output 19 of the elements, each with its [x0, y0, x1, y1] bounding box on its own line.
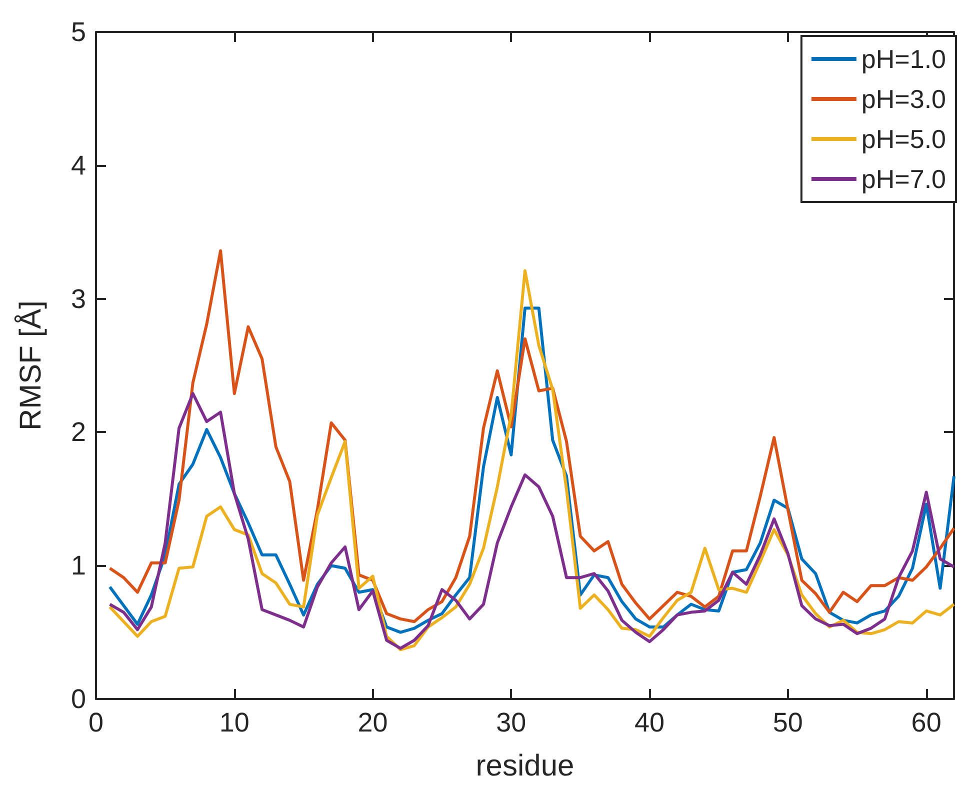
y-tick-label: 4	[70, 150, 86, 180]
x-tick-label: 60	[911, 708, 942, 738]
x-tick-label: 20	[358, 708, 388, 738]
legend-label: pH=3.0	[861, 84, 946, 114]
y-tick-label: 5	[70, 17, 86, 47]
y-tick-label: 2	[70, 417, 86, 448]
y-tick-label: 3	[70, 284, 86, 314]
x-tick-label: 50	[772, 708, 803, 738]
y-tick-label: 1	[70, 550, 86, 581]
x-tick-label: 30	[496, 708, 526, 738]
x-tick-label: 40	[634, 708, 665, 738]
legend-label: pH=5.0	[861, 124, 946, 154]
x-tick-label: 10	[219, 708, 250, 738]
y-tick-label: 0	[70, 684, 86, 714]
y-axis-title: RMSF [Å]	[14, 300, 48, 431]
legend-label: pH=7.0	[861, 164, 946, 194]
x-axis-title: residue	[476, 750, 574, 782]
legend-label: pH=1.0	[861, 44, 946, 74]
line-series	[108, 392, 956, 650]
